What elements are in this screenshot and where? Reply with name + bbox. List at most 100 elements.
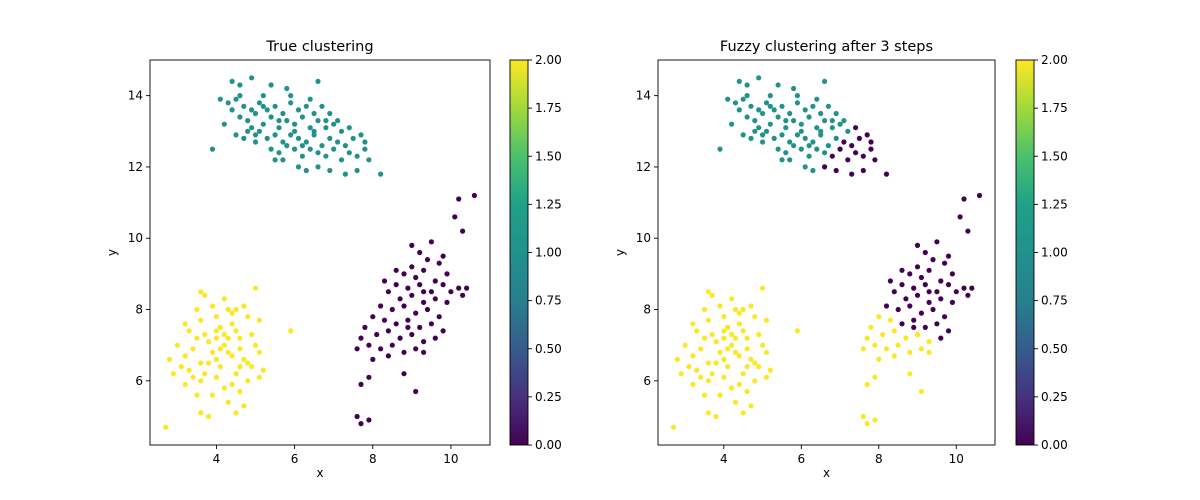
scatter-point — [837, 146, 843, 152]
scatter-point — [674, 356, 681, 362]
scatter-point — [945, 282, 952, 288]
scatter-point — [763, 128, 770, 134]
scatter-point — [783, 125, 789, 131]
colorbar-tick-label: 0.50 — [535, 342, 562, 356]
colorbar-tick-label: 1.75 — [1041, 101, 1068, 115]
scatter-point — [961, 196, 967, 202]
scatter-point — [756, 364, 762, 370]
scatter-point — [763, 317, 770, 323]
scatter-point — [806, 114, 812, 120]
scatter-point — [252, 110, 259, 117]
scatter-point — [249, 364, 255, 370]
scatter-point — [682, 342, 688, 348]
scatter-point — [934, 321, 940, 327]
scatter-point — [252, 285, 259, 291]
scatter-point — [440, 253, 446, 259]
scatter-point — [701, 335, 708, 341]
x-tick-label: 4 — [720, 452, 728, 466]
scatter-point — [748, 403, 754, 409]
scatter-point — [323, 125, 329, 131]
scatter-point — [926, 339, 932, 345]
scatter-point — [213, 335, 219, 341]
scatter-point — [241, 103, 247, 109]
scatter-point — [775, 114, 781, 120]
scatter-point — [732, 306, 739, 313]
scatter-point — [934, 239, 940, 245]
scatter-point — [891, 328, 897, 334]
scatter-point — [381, 278, 388, 284]
scatter-point — [698, 374, 704, 380]
scatter-point — [767, 367, 773, 373]
scatter-point — [170, 371, 176, 377]
scatter-point — [194, 335, 200, 341]
scatter-point — [327, 135, 333, 141]
scatter-point — [299, 153, 305, 159]
scatter-point — [444, 271, 450, 277]
chart-title: True clustering — [265, 39, 373, 55]
scatter-point — [233, 371, 239, 377]
scatter-point — [311, 110, 317, 117]
scatter-point — [241, 403, 247, 409]
scatter-point — [460, 292, 466, 298]
scatter-point — [791, 85, 797, 92]
scatter-point — [288, 328, 294, 334]
scatter-point — [887, 278, 894, 284]
scatter-point — [736, 321, 742, 327]
scatter-point — [763, 374, 770, 380]
scatter-point — [397, 296, 403, 302]
scatter-point — [721, 314, 727, 320]
scatter-point — [272, 103, 278, 109]
scatter-point — [965, 292, 971, 298]
scatter-point — [670, 424, 677, 430]
scatter-point — [213, 314, 219, 320]
scatter-point — [268, 82, 274, 88]
scatter-point — [307, 125, 313, 131]
scatter-point — [424, 306, 431, 313]
scatter-point — [740, 306, 746, 313]
scatter-point — [744, 364, 750, 370]
scatter-point — [378, 346, 384, 352]
scatter-point — [221, 331, 227, 338]
scatter-point — [249, 75, 255, 81]
scatter-point — [409, 264, 415, 270]
scatter-point — [362, 324, 368, 330]
scatter-point — [794, 132, 801, 138]
scatter-point — [949, 299, 956, 305]
scatter-point — [448, 289, 454, 295]
scatter-point — [767, 93, 773, 99]
scatter-point — [744, 93, 750, 99]
scatter-point — [694, 328, 700, 334]
scatter-point — [760, 139, 766, 145]
scatter-point — [907, 371, 913, 377]
scatter-point — [163, 424, 169, 430]
scatter-point — [202, 292, 208, 298]
scatter-point — [678, 371, 684, 377]
scatter-point — [725, 346, 731, 352]
scatter-point — [806, 143, 812, 149]
scatter-point — [802, 107, 808, 113]
scatter-point — [887, 317, 894, 323]
scatter-point — [303, 167, 309, 174]
scatter-point — [252, 139, 259, 145]
scatter-point — [822, 150, 828, 156]
scatter-point — [713, 339, 719, 345]
scatter-point — [701, 392, 708, 398]
scatter-point — [303, 139, 309, 145]
scatter-point — [748, 356, 754, 362]
scatter-point — [202, 371, 208, 377]
scatter-point — [942, 314, 948, 320]
scatter-point — [366, 342, 372, 348]
scatter-point — [401, 371, 407, 377]
scatter-point — [217, 324, 223, 330]
scatter-point — [389, 306, 395, 313]
scatter-point — [760, 132, 766, 138]
scatter-point — [845, 128, 851, 134]
scatter-point — [918, 346, 925, 352]
y-tick-label: 12 — [128, 160, 143, 174]
colorbar: 0.00 0.25 0.50 0.75 1.00 1.25 1.50 1.75 2.00 — [1015, 53, 1068, 452]
scatter-point — [421, 299, 427, 305]
scatter-point — [252, 132, 259, 138]
scatter-point — [249, 125, 255, 131]
scatter-point — [918, 310, 925, 316]
scatter-point — [810, 167, 816, 174]
